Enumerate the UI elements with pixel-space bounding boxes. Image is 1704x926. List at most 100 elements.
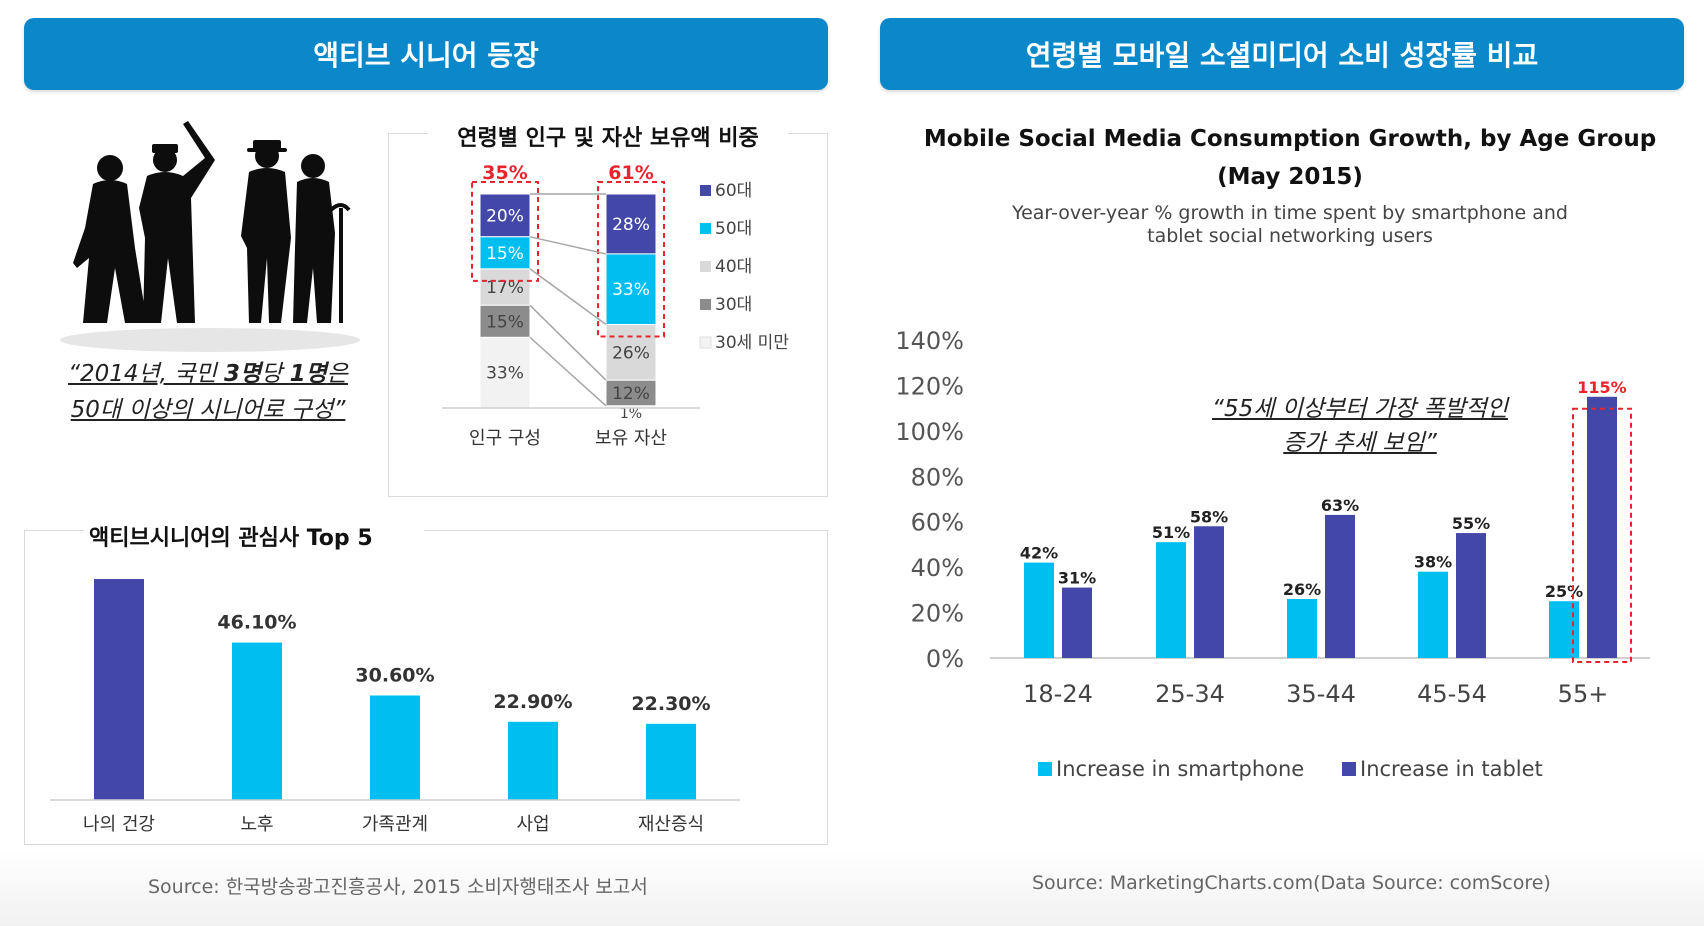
growth-bar-tablet — [1325, 514, 1355, 658]
stacked-segment-label: 17% — [486, 278, 524, 298]
growth-bar-label: 42% — [1020, 544, 1058, 563]
stacked-legend-swatch — [700, 261, 711, 272]
growth-legend-swatch — [1342, 762, 1356, 776]
growth-category-label: 35-44 — [1286, 680, 1356, 708]
stacked-legend-swatch — [699, 336, 712, 349]
stacked-connector-line — [529, 304, 607, 381]
senior-population-quote: “2014년, 국민 3명당 1명은 50대 이상의 시니어로 구성” — [48, 356, 368, 428]
growth-chart-subtitle-line-1: Year-over-year % growth in time spent by… — [1012, 202, 1568, 224]
stacked-category-label: 보유 자산 — [595, 428, 667, 449]
interest-value-label: 46.10% — [217, 612, 296, 634]
growth-chart-title-line-2: (May 2015) — [1217, 164, 1363, 190]
stacked-legend-swatch — [700, 299, 711, 310]
interest-category-label: 사업 — [516, 814, 549, 835]
stacked-category-label: 인구 구성 — [469, 428, 541, 449]
growth-bar-label: 51% — [1152, 523, 1190, 542]
stacked-connector-line — [529, 268, 607, 326]
source-right: Source: MarketingCharts.com(Data Source:… — [1032, 872, 1551, 894]
growth-chart-subtitle-line-2: tablet social networking users — [1147, 225, 1433, 247]
growth-category-label: 18-24 — [1023, 680, 1093, 708]
stacked-segment-3-1 — [479, 268, 531, 306]
senior-silhouette-image — [60, 121, 360, 352]
stacked-legend-label: 50대 — [715, 219, 752, 239]
growth-bar-label: 25% — [1545, 582, 1583, 601]
growth-bar-label: 26% — [1283, 580, 1321, 599]
source-left: Source: 한국방송광고진흥공사, 2015 소비자행태조사 보고서 — [148, 876, 648, 898]
left-section-banner: 액티브 시니어 등장 — [24, 18, 828, 90]
stacked-segment-label: 20% — [486, 206, 524, 226]
growth-legend-label: Increase in smartphone — [1056, 757, 1304, 781]
footer-background — [0, 850, 1704, 926]
growth-ytick-label: 100% — [895, 418, 964, 446]
stacked-connector-line — [529, 336, 607, 407]
growth-category-label: 25-34 — [1155, 680, 1225, 708]
growth-bar-tablet — [1587, 396, 1617, 658]
growth-ytick-label: 40% — [911, 554, 964, 582]
growth-quote-line-1: “55세 이상부터 가장 폭발적인 — [1212, 396, 1508, 422]
interest-bar — [370, 695, 420, 800]
interest-bar — [646, 723, 696, 800]
quote-line-1: “2014년, 국민 3명당 1명은 — [68, 361, 348, 387]
stacked-legend-label: 60대 — [715, 181, 752, 201]
growth-bar-label: 115% — [1577, 378, 1626, 397]
stacked-segment-label: 33% — [612, 280, 650, 300]
growth-bar-label: 63% — [1321, 496, 1359, 515]
age-growth-bar-chart: 0% 20% 40% 60% 80% 100% 120% 140% 42%31% 18-24 51… — [895, 327, 1650, 781]
growth-legend-label: Increase in tablet — [1360, 757, 1543, 781]
interest-category-label: 나의 건강 — [83, 814, 155, 835]
interest-bar — [94, 579, 144, 800]
stacked-segment-2-1 — [479, 236, 531, 270]
growth-trend-quote: “55세 이상부터 가장 폭발적인 증가 추세 보임” — [1180, 392, 1540, 460]
stacked-connector-line — [529, 236, 607, 255]
growth-ytick-label: 20% — [911, 600, 964, 628]
right-section-banner: 연령별 모바일 소셜미디어 소비 성장률 비교 — [880, 18, 1684, 90]
growth-bar-tablet — [1062, 587, 1092, 658]
growth-bar-label: 31% — [1058, 569, 1096, 588]
stacked-segment-4-2 — [605, 379, 657, 407]
stacked-segment-label: 33% — [486, 364, 524, 384]
stacked-highlight-box — [471, 181, 539, 282]
stacked-segment-label: 15% — [486, 244, 524, 264]
interest-value-label: 30.60% — [355, 664, 434, 686]
growth-ytick-label: 120% — [895, 372, 964, 400]
senior-interests-bar-chart: 액티브시니어의 관심사 Top 5 나의 건강 46.10% 노후 30.60% 가족관… — [50, 522, 740, 835]
growth-bar-tablet — [1456, 533, 1486, 658]
growth-bar-smartphone — [1549, 601, 1579, 658]
growth-ytick-label: 60% — [911, 509, 964, 537]
growth-legend-swatch — [1038, 762, 1052, 776]
stacked-highlight-box — [597, 181, 665, 338]
population-asset-stacked-chart: 연령별 인구 및 자산 보유액 비중 20% 15% 17% 15% 33% 인구 구성 3… — [428, 124, 789, 449]
growth-highlight-box — [1572, 407, 1632, 663]
stacked-segment-1-2 — [605, 193, 657, 255]
growth-quote-line-2: 증가 추세 보임” — [1283, 430, 1437, 456]
growth-bar-smartphone — [1418, 571, 1448, 658]
interest-category-label: 노후 — [240, 814, 273, 835]
stacked-segment-5-1 — [479, 336, 531, 409]
stacked-legend-label: 30대 — [715, 295, 752, 315]
growth-bar-smartphone — [1156, 542, 1186, 658]
growth-chart-title: Mobile Social Media Consumption Growth, … — [900, 120, 1680, 196]
growth-ytick-label: 0% — [926, 645, 964, 673]
stacked-highlight-total: 61% — [608, 162, 653, 184]
growth-category-label: 55+ — [1558, 680, 1609, 708]
stacked-legend-swatch — [700, 223, 711, 234]
stacked-segment-label: 12% — [612, 384, 650, 404]
interest-category-label: 재산증식 — [638, 814, 704, 835]
interest-value-label: 22.90% — [493, 691, 572, 713]
growth-ytick-label: 140% — [895, 327, 964, 355]
stacked-legend-label: 30세 미만 — [715, 333, 789, 353]
stacked-segment-4-1 — [479, 304, 531, 338]
stacked-segment-2-2 — [605, 253, 657, 326]
growth-bar-smartphone — [1287, 598, 1317, 658]
growth-category-label: 45-54 — [1417, 680, 1487, 708]
stacked-segment-label: 1% — [620, 406, 642, 422]
interest-value-label: 22.30% — [631, 693, 710, 715]
growth-bar-smartphone — [1024, 562, 1054, 658]
stacked-segment-label: 26% — [612, 343, 650, 363]
stacked-segment-label: 28% — [612, 215, 650, 235]
stacked-chart-title: 연령별 인구 및 자산 보유액 비중 — [457, 126, 758, 151]
stacked-highlight-total: 35% — [482, 162, 527, 184]
interest-category-label: 가족관계 — [362, 814, 428, 835]
stacked-legend-label: 40대 — [715, 257, 752, 277]
stacked-segment-label: 15% — [486, 312, 524, 332]
